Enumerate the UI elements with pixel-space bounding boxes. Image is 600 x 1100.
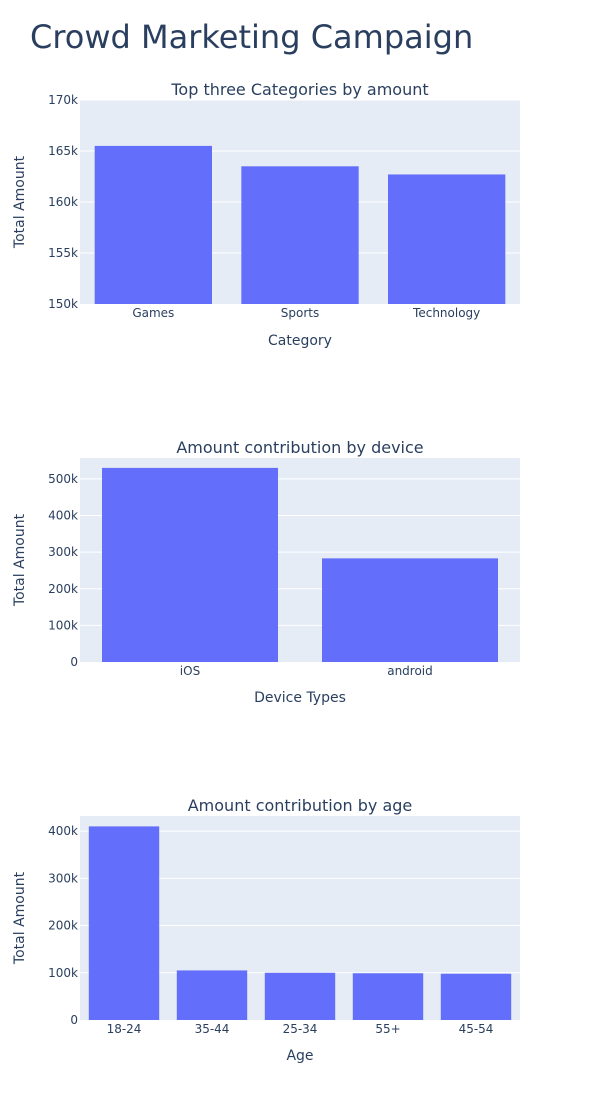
bar[interactable] xyxy=(322,558,498,662)
x-axis-title: Device Types xyxy=(254,690,346,706)
bar[interactable] xyxy=(264,972,336,1020)
page-title: Crowd Marketing Campaign xyxy=(30,18,474,56)
bar[interactable] xyxy=(176,970,248,1020)
x-axis-title: Age xyxy=(286,1048,313,1064)
chart-2: 0 100k 200k 300k 400k 500k iOS android Amount co… xyxy=(12,438,520,706)
bar[interactable] xyxy=(88,826,160,1020)
x-tick-label: 35-44 xyxy=(195,1022,230,1036)
y-tick-label: 150k xyxy=(48,297,78,311)
x-tick-label: iOS xyxy=(180,664,200,678)
chart-title: Amount contribution by device xyxy=(176,438,423,457)
chart-title: Top three Categories by amount xyxy=(170,80,428,99)
bar[interactable] xyxy=(440,973,512,1020)
x-axis-title: Category xyxy=(268,333,332,349)
bar[interactable] xyxy=(94,145,212,304)
y-tick-label: 300k xyxy=(48,871,78,885)
x-tick-label: Sports xyxy=(281,306,319,320)
y-tick-label: 160k xyxy=(48,195,78,209)
bar[interactable] xyxy=(241,166,359,304)
chart-3: 0 100k 200k 300k 400k 18-24 35-44 25-34 55+ 45-54… xyxy=(12,796,520,1064)
y-tick-label: 0 xyxy=(70,655,78,669)
y-tick-label: 165k xyxy=(48,144,78,158)
x-tick-label: 55+ xyxy=(375,1022,400,1036)
x-tick-label: android xyxy=(387,664,433,678)
chart-1: 150k 155k 160k 165k 170k Games Sports Technolog… xyxy=(12,80,520,349)
y-axis-title: Total Amount xyxy=(12,513,28,607)
x-tick-label: Technology xyxy=(412,306,480,320)
y-tick-label: 100k xyxy=(48,618,78,632)
y-tick-label: 155k xyxy=(48,246,78,260)
y-tick-label: 100k xyxy=(48,966,78,980)
y-tick-label: 400k xyxy=(48,824,78,838)
y-tick-label: 200k xyxy=(48,919,78,933)
y-tick-label: 300k xyxy=(48,545,78,559)
x-tick-label: 18-24 xyxy=(107,1022,142,1036)
x-tick-label: Games xyxy=(132,306,174,320)
chart-title: Amount contribution by age xyxy=(188,796,413,815)
y-axis-title: Total Amount xyxy=(12,155,28,249)
y-tick-label: 170k xyxy=(48,93,78,107)
y-tick-label: 200k xyxy=(48,582,78,596)
bar[interactable] xyxy=(102,467,278,662)
bar[interactable] xyxy=(388,174,506,304)
x-tick-label: 25-34 xyxy=(283,1022,318,1036)
y-tick-label: 400k xyxy=(48,509,78,523)
bar[interactable] xyxy=(352,973,424,1020)
x-tick-label: 45-54 xyxy=(459,1022,494,1036)
y-tick-label: 0 xyxy=(70,1013,78,1027)
y-axis-title: Total Amount xyxy=(12,871,28,965)
y-tick-label: 500k xyxy=(48,472,78,486)
